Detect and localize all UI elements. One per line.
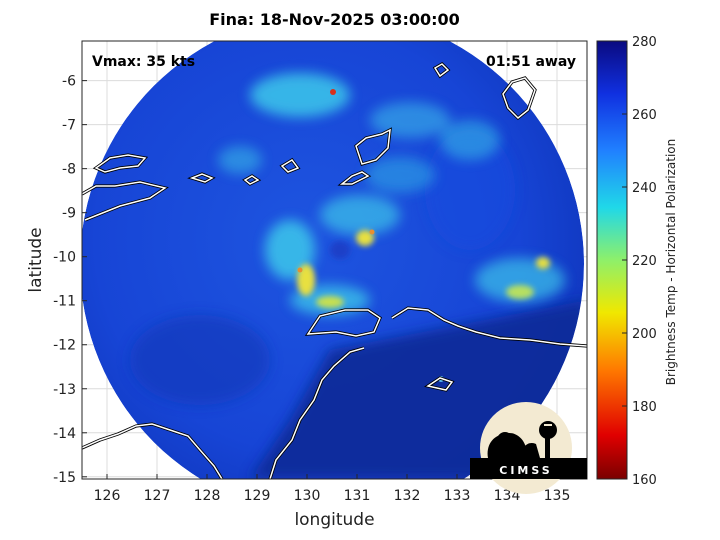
y-tick-label: -11 <box>53 294 76 310</box>
x-axis-label: longitude <box>294 510 375 530</box>
colorbar-tick-label: 260 <box>632 108 657 123</box>
y-tick-label: -6 <box>62 74 76 90</box>
y-tick-label: -9 <box>62 206 76 222</box>
colorbar-ticks: 160 180 200 220 240 260 280 <box>622 35 657 488</box>
colorbar-tick-label: 280 <box>632 35 657 50</box>
y-tick-label: -14 <box>53 426 76 442</box>
x-tick-label: 135 <box>544 488 571 504</box>
colorbar-tick-label: 220 <box>632 254 657 269</box>
y-tick-label: -15 <box>53 470 76 486</box>
colorbar-label: Brightness Temp - Horizontal Polarizatio… <box>664 138 678 386</box>
logo-text: CIMSS <box>499 464 552 477</box>
microwave-swath <box>82 41 587 479</box>
x-tick-label: 126 <box>94 488 121 504</box>
cimss-observatory-logo-icon <box>470 402 587 494</box>
x-tick-label: 132 <box>394 488 421 504</box>
y-tick-label: -12 <box>53 338 76 354</box>
x-tick-label: 133 <box>444 488 471 504</box>
x-tick-label: 128 <box>194 488 221 504</box>
colorbar-tick-label: 180 <box>632 400 657 415</box>
y-tick-label: -10 <box>53 250 76 266</box>
x-tick-label: 129 <box>244 488 271 504</box>
map-title: Fina: 18-Nov-2025 03:00:00 <box>209 10 460 29</box>
colorbar-tick-label: 200 <box>632 327 657 342</box>
time-away-label: 01:51 away <box>486 54 576 70</box>
y-axis-label: latitude <box>26 227 46 293</box>
colorbar-tick-label: 160 <box>632 473 657 488</box>
y-tick-label: -13 <box>53 382 76 398</box>
x-tick-label: 131 <box>344 488 371 504</box>
y-tick-labels: -6 -7 -8 -9 -10 -11 -12 -13 -14 -15 <box>53 74 87 486</box>
vmax-label: Vmax: 35 kts <box>92 54 196 70</box>
x-tick-label: 130 <box>294 488 321 504</box>
colorbar-tick-label: 240 <box>632 181 657 196</box>
x-tick-labels: 126 127 128 129 130 131 132 133 134 135 <box>94 474 571 504</box>
y-tick-label: -7 <box>62 118 76 134</box>
x-tick-label: 127 <box>144 488 171 504</box>
y-tick-label: -8 <box>62 162 76 178</box>
plot-border <box>81 40 588 480</box>
